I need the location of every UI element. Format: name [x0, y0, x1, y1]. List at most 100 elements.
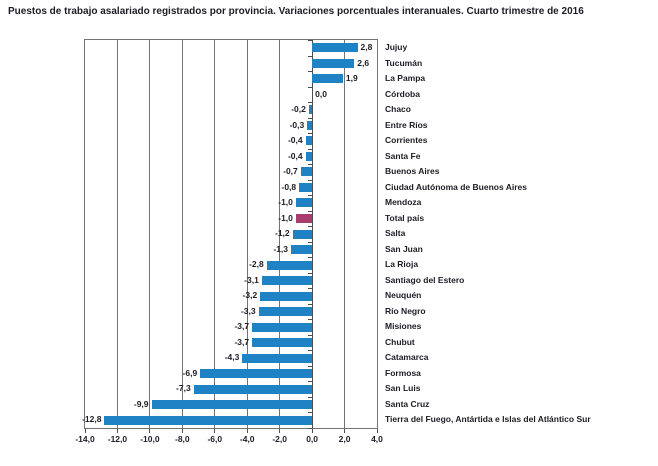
category-label-mendoza: Mendoza: [385, 197, 422, 208]
gridline: [246, 40, 248, 428]
bar-la-pampa: [312, 74, 343, 84]
category-axis-tick: [308, 164, 313, 166]
category-axis-tick: [308, 428, 313, 429]
bar-santiago-del-estero: [261, 276, 313, 286]
bar-chubut: [252, 338, 313, 348]
category-label-san-luis: San Luis: [385, 383, 421, 394]
category-axis-tick: [308, 55, 313, 57]
plot-area: 2,8 2,6 1,9 0,0 -0,2 -0,3 -0,4 -0,4 -0,7 -0,8 -1,0…: [82, 40, 377, 429]
category-axis-tick: [308, 179, 313, 181]
category-axis-tick: [308, 381, 313, 383]
bar-value-label: -3,2: [242, 290, 258, 301]
category-axis-tick: [308, 272, 313, 274]
bar-jujuy: [312, 43, 358, 53]
bar-mendoza: [295, 198, 313, 208]
bar-value-label: -7,3: [176, 383, 191, 394]
category-axis-tick: [308, 117, 313, 119]
gridline: [279, 40, 281, 428]
bar-tierra-del-fuego-antartida-e-islas-del-atlantico-sur: [104, 415, 313, 425]
bar-value-label: -0,3: [289, 119, 305, 130]
bar-total-pais: [295, 213, 313, 223]
gridline: [181, 40, 183, 428]
bar-ciudad-autonoma-de-buenos-aires: [299, 182, 313, 192]
bar-corrientes: [305, 136, 313, 146]
x-axis-tick-label: -4,0: [239, 434, 255, 444]
bar-buenos-aires: [300, 167, 313, 177]
category-label-santiago-del-estero: Santiago del Estero: [385, 274, 465, 285]
category-axis-tick: [308, 71, 313, 73]
category-label-tierra-del-fuego-antartida-e-islas-del-atlantico-sur: Tierra del Fuego, Antártida e Islas del …: [385, 414, 591, 425]
gridline: [344, 40, 346, 428]
category-axis-tick: [308, 365, 313, 367]
x-axis-tick-label: -6,0: [207, 434, 223, 444]
bar-chaco: [308, 105, 313, 115]
category-label-formosa: Formosa: [385, 367, 421, 378]
category-label-ciudad-autonoma-de-buenos-aires: Ciudad Autónoma de Buenos Aires: [385, 181, 527, 192]
category-axis-tick: [308, 148, 313, 150]
x-axis-tick-label: 2,0: [338, 434, 351, 444]
bar-value-label: -1,0: [278, 212, 293, 223]
page-title: Puestos de trabajo asalariado registrado…: [8, 6, 584, 17]
category-label-jujuy: Jujuy: [385, 42, 408, 52]
bar-catamarca: [242, 353, 313, 363]
category-label-santa-fe: Santa Fe: [385, 150, 421, 161]
category-label-la-pampa: La Pampa: [385, 73, 426, 84]
bar-neuquen: [260, 291, 313, 301]
bar-value-label: 2,8: [360, 42, 373, 52]
bar-value-label: -1,3: [273, 243, 289, 254]
category-label-chubut: Chubut: [385, 336, 415, 347]
category-label-tucuman: Tucumán: [385, 57, 423, 68]
x-axis-tick-label: -12,0: [107, 434, 128, 444]
category-label-misiones: Misiones: [385, 321, 422, 332]
x-axis-tick: [246, 429, 248, 433]
bar-value-label: -0,2: [291, 104, 306, 115]
category-axis-tick: [308, 412, 313, 414]
bar-san-luis: [193, 384, 313, 394]
category-label-salta: Salta: [385, 228, 406, 239]
category-axis-tick: [308, 133, 313, 135]
category-axis-tick: [308, 319, 313, 321]
category-label-catamarca: Catamarca: [385, 352, 429, 363]
bar-value-label: -9,9: [133, 398, 149, 409]
category-axis-tick: [308, 350, 313, 352]
category-label-corrientes: Corrientes: [385, 135, 428, 146]
bar-rio-negro: [258, 307, 313, 317]
category-axis-tick: [308, 257, 313, 259]
category-label-san-juan: San Juan: [385, 243, 423, 254]
bar-santa-cruz: [151, 400, 313, 410]
bar-tucuman: [312, 58, 355, 68]
bar-value-label: -3,3: [240, 305, 256, 316]
category-axis-tick: [308, 40, 313, 41]
category-axis-tick: [308, 334, 313, 336]
x-axis-tick: [344, 429, 346, 433]
bar-value-label: -6,9: [182, 367, 198, 378]
x-axis-tick-label: -2,0: [272, 434, 287, 444]
category-label-entre-rios: Entre Ríos: [385, 119, 428, 130]
category-label-buenos-aires: Buenos Aires: [385, 166, 440, 177]
bar-value-label: -1,2: [275, 228, 290, 239]
bar-value-label: -12,8: [82, 414, 102, 425]
x-axis-tick: [181, 429, 183, 433]
category-label-total-pais: Total país: [385, 212, 425, 223]
bar-value-label: -0,8: [281, 181, 297, 192]
category-axis-tick: [308, 226, 313, 228]
bar-value-label: -4,3: [224, 352, 240, 363]
bar-value-label: -3,7: [234, 336, 250, 347]
category-axis-tick: [308, 195, 313, 197]
x-axis-tick: [214, 429, 216, 433]
bar-value-label: -0,4: [287, 150, 303, 161]
category-label-neuquen: Neuquén: [385, 290, 422, 301]
gridline: [116, 40, 118, 428]
bar-value-label: -2,8: [249, 259, 264, 270]
bar-salta: [292, 229, 313, 239]
x-axis-tick: [376, 429, 378, 433]
bar-value-label: -3,7: [234, 321, 250, 332]
category-label-rio-negro: Río Negro: [385, 305, 426, 316]
category-axis-tick: [308, 210, 313, 212]
category-label-cordoba: Córdoba: [385, 88, 420, 99]
x-axis-tick: [311, 429, 313, 433]
bar-value-label: 1,9: [345, 73, 358, 84]
category-label-la-rioja: La Rioja: [385, 259, 419, 270]
bar-value-label: -0,4: [287, 135, 303, 146]
gridline: [149, 40, 151, 428]
